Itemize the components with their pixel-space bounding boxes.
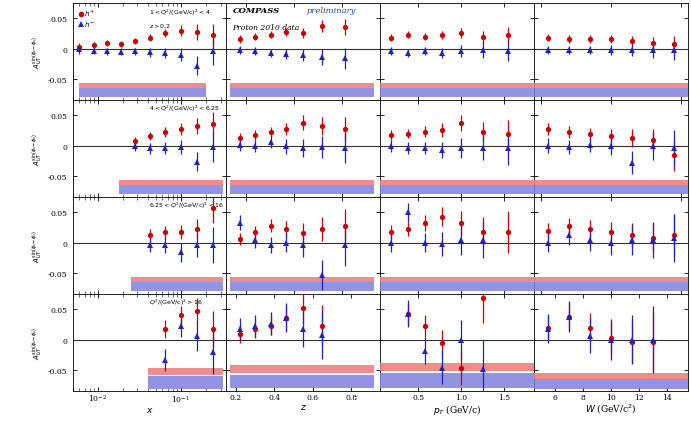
Text: $6.25<Q^2/(\mathrm{GeV/c})^2<16$: $6.25<Q^2/(\mathrm{GeV/c})^2<16$ [149,201,225,211]
Text: preliminary: preliminary [306,7,356,15]
X-axis label: $p_T$ (GeV/c): $p_T$ (GeV/c) [433,402,481,416]
Y-axis label: $A_{UT}^{\sin(\phi_s\!-\!\phi_s)}$: $A_{UT}^{\sin(\phi_s\!-\!\phi_s)}$ [31,230,46,263]
Y-axis label: $A_{UT}^{\sin(\phi_s\!-\!\phi_s)}$: $A_{UT}^{\sin(\phi_s\!-\!\phi_s)}$ [31,133,46,166]
Text: $z > 0.2$: $z > 0.2$ [149,22,171,30]
Text: $4<Q^2/(\mathrm{GeV/c})^2<6.25$: $4<Q^2/(\mathrm{GeV/c})^2<6.25$ [149,104,220,114]
Text: $Q^2/(\mathrm{GeV/c})^2>16$: $Q^2/(\mathrm{GeV/c})^2>16$ [149,298,203,308]
Text: Proton 2010 data: Proton 2010 data [232,24,300,32]
X-axis label: $W$ (GeV/c$^2$): $W$ (GeV/c$^2$) [585,402,636,415]
Y-axis label: $A_{UT}^{\sin(\phi_s\!-\!\phi_s)}$: $A_{UT}^{\sin(\phi_s\!-\!\phi_s)}$ [31,36,46,69]
Y-axis label: $A_{UT}^{\sin(\phi_s\!-\!\phi_s)}$: $A_{UT}^{\sin(\phi_s\!-\!\phi_s)}$ [31,326,46,359]
X-axis label: $x$: $x$ [146,405,153,415]
X-axis label: $z$: $z$ [300,402,307,411]
Text: COMPASS: COMPASS [232,7,280,15]
Text: $1<Q^2/(\mathrm{GeV/c})^2<4$: $1<Q^2/(\mathrm{GeV/c})^2<4$ [149,7,211,18]
Legend: $h^+$, $h^-$: $h^+$, $h^-$ [79,9,95,29]
